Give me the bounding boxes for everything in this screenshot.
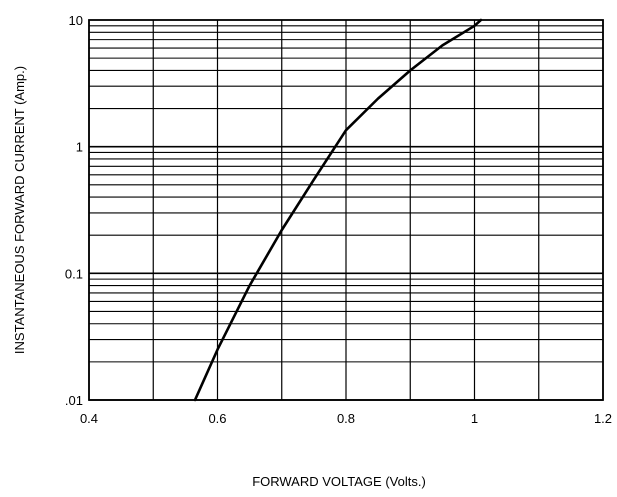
y-tick-label: 1 xyxy=(76,140,83,155)
y-axis-title: INSTANTANEOUS FORWARD CURRENT (Amp.) xyxy=(12,66,27,354)
x-tick-label: 0.6 xyxy=(208,411,226,426)
forward-iv-curve xyxy=(193,18,483,402)
x-tick-label: 0.8 xyxy=(337,411,355,426)
x-tick-label: 1.2 xyxy=(594,411,612,426)
grid xyxy=(88,20,604,401)
x-axis-title: FORWARD VOLTAGE (Volts.) xyxy=(252,474,426,489)
curve-layer xyxy=(193,18,483,402)
x-tick-labels: 0.4 0.6 0.8 1 1.2 xyxy=(80,411,612,426)
y-tick-label: 0.1 xyxy=(65,266,83,281)
x-tick-label: 1 xyxy=(471,411,478,426)
y-tick-label: .01 xyxy=(65,393,83,408)
y-tick-labels: .01 0.1 1 10 xyxy=(65,13,83,408)
y-tick-label: 10 xyxy=(69,13,83,28)
plot-frame xyxy=(88,19,604,401)
plot-frame-layer xyxy=(88,19,604,401)
x-tick-label: 0.4 xyxy=(80,411,98,426)
